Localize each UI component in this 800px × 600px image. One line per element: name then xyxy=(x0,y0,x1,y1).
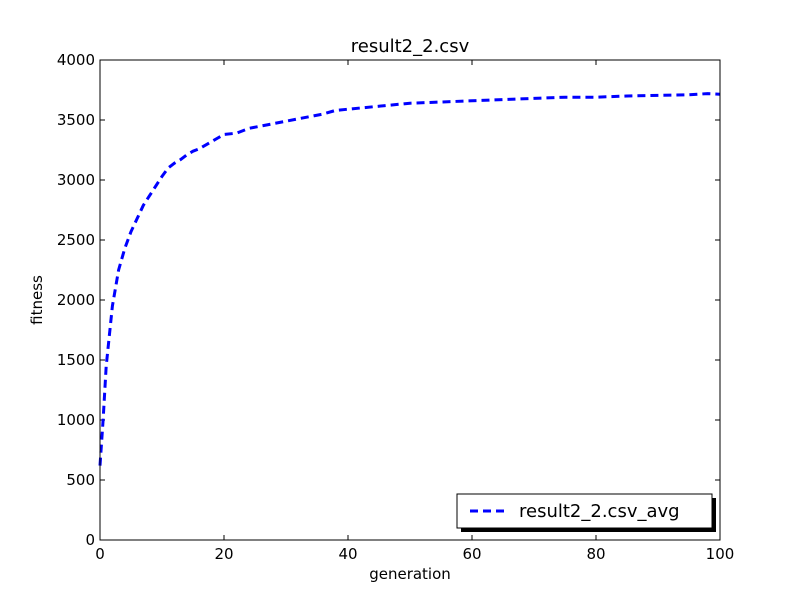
series-layer xyxy=(98,92,721,466)
x-tick-label: 100 xyxy=(706,545,735,563)
x-tick-label: 0 xyxy=(95,545,105,563)
legend: result2_2.csv_avg xyxy=(456,493,716,532)
x-tick-label: 60 xyxy=(462,545,481,563)
y-tick-label: 1500 xyxy=(57,351,95,369)
x-tick-label: 80 xyxy=(586,545,605,563)
y-tick-label: 2000 xyxy=(57,291,95,309)
y-tick-label: 0 xyxy=(85,531,95,549)
y-tick-label: 4000 xyxy=(57,51,95,69)
y-tick-label: 1000 xyxy=(57,411,95,429)
legend-label: result2_2.csv_avg xyxy=(519,501,680,522)
y-axis-title: fitness xyxy=(28,275,46,325)
y-tick-label: 500 xyxy=(66,471,95,489)
x-tick-label: 20 xyxy=(214,545,233,563)
x-tick-label: 40 xyxy=(338,545,357,563)
series-line-0 xyxy=(98,92,721,466)
chart-title: result2_2.csv xyxy=(351,36,470,57)
plot-frame xyxy=(99,59,721,541)
ticks-layer: 0 20 40 60 80 1000500100015002000250030003500… xyxy=(57,51,735,563)
x-axis-title: generation xyxy=(369,565,451,583)
y-tick-label: 3500 xyxy=(57,111,95,129)
y-tick-label: 3000 xyxy=(57,171,95,189)
y-tick-label: 2500 xyxy=(57,231,95,249)
